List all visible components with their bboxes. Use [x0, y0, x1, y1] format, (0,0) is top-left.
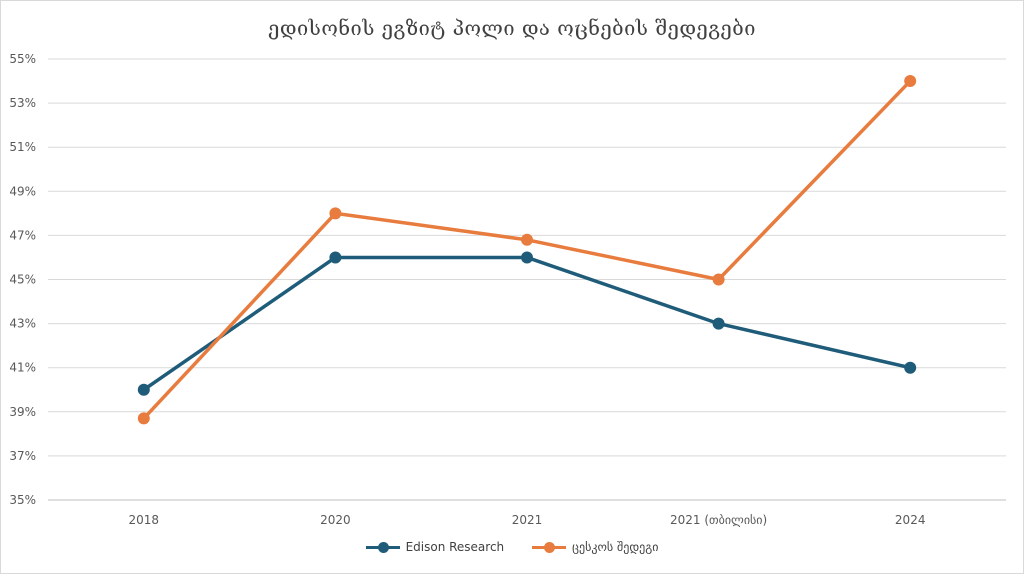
- legend-label-edison: Edison Research: [405, 540, 505, 554]
- x-tick-label: 2018: [129, 513, 160, 527]
- data-point-series-0: [137, 383, 150, 396]
- data-point-series-1: [137, 412, 150, 425]
- y-tick-label: 53%: [9, 96, 36, 110]
- data-point-series-1: [329, 207, 342, 220]
- y-tick-label: 55%: [9, 52, 36, 66]
- legend-marker-edison: [365, 541, 400, 553]
- data-point-series-0: [904, 361, 917, 374]
- y-tick-label: 51%: [9, 140, 36, 154]
- data-point-series-0: [712, 317, 725, 330]
- y-tick-label: 47%: [9, 228, 36, 242]
- legend-label-cesko: ცესკოს შედეგი: [572, 540, 659, 554]
- y-tick-label: 35%: [9, 493, 36, 507]
- x-tick-label: 2021: [512, 513, 543, 527]
- y-tick-label: 49%: [9, 184, 36, 198]
- legend-item-cesko[interactable]: ცესკოს შედეგი: [532, 540, 658, 554]
- data-point-series-0: [521, 251, 533, 264]
- x-tick-label: 2021 (თბილისი): [670, 513, 767, 527]
- data-point-series-0: [329, 251, 342, 264]
- y-tick-label: 43%: [9, 317, 36, 331]
- y-tick-label: 41%: [9, 361, 36, 375]
- chart-title: ედისონის ეგზიტ პოლი და ოცნების შედეგები: [268, 16, 756, 40]
- data-point-series-1: [521, 233, 533, 246]
- y-tick-label: 39%: [9, 405, 36, 419]
- x-tick-label: 2024: [895, 513, 926, 527]
- legend-marker-cesko: [532, 541, 567, 553]
- chart-legend: Edison Research ცესკოს შედეგი: [0, 540, 1024, 554]
- data-point-series-1: [904, 75, 917, 88]
- legend-item-edison[interactable]: Edison Research: [365, 540, 505, 554]
- data-point-series-1: [712, 273, 725, 286]
- x-tick-label: 2020: [320, 513, 351, 527]
- y-tick-label: 37%: [9, 449, 36, 463]
- y-tick-label: 45%: [9, 273, 36, 287]
